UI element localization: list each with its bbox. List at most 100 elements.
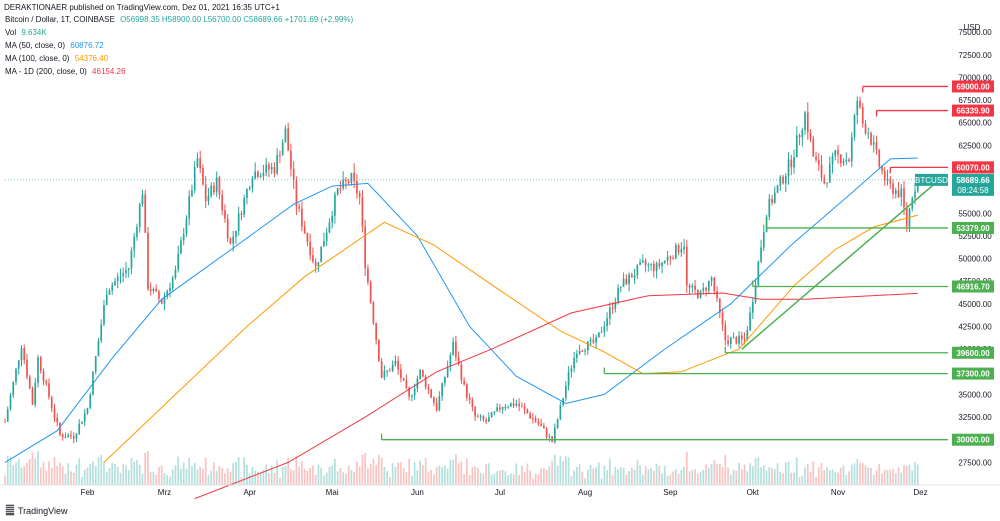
candle-body <box>94 356 97 372</box>
candle-body <box>474 406 476 417</box>
volume-bar <box>78 458 81 485</box>
volume-bar <box>17 459 20 485</box>
candle-body <box>67 435 70 438</box>
volume-bar <box>501 469 504 485</box>
volume-bar <box>562 461 564 485</box>
legend-vol-value: 9.634K <box>21 28 47 37</box>
candle-body <box>240 213 243 215</box>
candle-body <box>397 360 399 370</box>
volume-bar <box>152 471 155 485</box>
candle-body <box>350 172 353 183</box>
candle-body <box>853 115 856 137</box>
candle-body <box>471 400 474 407</box>
candle-body <box>570 368 573 372</box>
volume-bar <box>482 473 485 485</box>
volume-bar <box>356 461 358 485</box>
candle-body <box>512 403 515 406</box>
candle-body <box>306 233 309 242</box>
candle-body <box>83 413 86 422</box>
volume-bar <box>391 463 394 485</box>
candle-body <box>757 261 760 286</box>
volume-bar <box>575 467 578 485</box>
volume-bar <box>81 476 83 485</box>
volume-bar <box>743 464 746 485</box>
candle-body <box>75 433 78 439</box>
volume-bar <box>510 473 512 485</box>
candle-body <box>600 331 603 333</box>
candle-body <box>834 150 837 157</box>
y-tick-label: 42500.00 <box>958 322 992 331</box>
candle-body <box>204 184 207 202</box>
volume-bar <box>323 475 325 485</box>
candle-body <box>691 285 694 288</box>
candle-body <box>529 413 531 418</box>
candle-body <box>444 376 446 384</box>
candle-body <box>680 249 683 253</box>
legend-ma50-label: MA (50, close, 0) <box>5 41 66 50</box>
candle-body <box>15 368 17 382</box>
candle-body <box>636 265 639 276</box>
volume-bar <box>419 460 421 485</box>
volume-bar <box>757 457 760 485</box>
volume-bar <box>521 466 523 485</box>
volume-bar <box>716 464 718 485</box>
volume-bar <box>908 464 911 485</box>
support-trendline[interactable] <box>741 176 943 350</box>
volume-bar <box>861 463 864 485</box>
volume-bar <box>793 472 795 485</box>
candle-body <box>468 397 471 401</box>
volume-bar <box>246 464 248 485</box>
volume-bar <box>622 467 625 485</box>
volume-bar <box>136 459 138 485</box>
volume-bar <box>740 469 743 485</box>
candle-body <box>716 290 718 299</box>
candle-body <box>787 159 790 176</box>
y-tick-label: 52500.00 <box>958 232 992 241</box>
candle-body <box>215 177 218 192</box>
candle-body <box>523 406 526 410</box>
volume-bar <box>424 457 427 485</box>
candle-body <box>424 376 427 387</box>
volume-bar <box>119 472 122 485</box>
tradingview-brand: 𝄛 TradingView <box>6 505 68 516</box>
volume-bar <box>50 467 53 485</box>
candle-body <box>655 263 658 272</box>
candle-body <box>608 307 611 319</box>
candle-body <box>441 383 443 397</box>
volume-bar <box>551 460 553 485</box>
level-price-label: 37300.00 <box>956 370 990 379</box>
volume-bar <box>111 462 114 485</box>
candle-body <box>177 253 180 270</box>
candle-body <box>554 427 556 442</box>
volume-bar <box>650 467 652 485</box>
volume-bar <box>372 458 375 485</box>
volume-bar <box>636 460 639 485</box>
trendline-group <box>741 176 943 350</box>
volume-bar <box>856 459 859 485</box>
candle-body <box>914 191 916 198</box>
volume-bar <box>658 465 661 485</box>
x-tick-label: Mrz <box>158 488 171 497</box>
volume-bar <box>397 462 399 485</box>
candle-body <box>174 269 177 278</box>
candle-body <box>625 278 628 285</box>
volume-bar <box>900 472 903 485</box>
candle-body <box>323 241 325 247</box>
candle-body <box>375 323 378 341</box>
volume-bar <box>611 475 614 485</box>
candle-body <box>705 287 707 291</box>
volume-bar <box>457 463 460 485</box>
volume-bar <box>905 465 908 485</box>
volume-bar <box>817 467 820 485</box>
y-tick-label: 62500.00 <box>958 141 992 150</box>
volume-bar <box>210 470 213 485</box>
volume-bar <box>369 464 372 485</box>
volume-bar <box>28 458 31 485</box>
candle-body <box>193 166 196 191</box>
level-price-tag <box>952 346 994 359</box>
volume-bar <box>584 478 586 485</box>
level-price-tag <box>952 221 994 234</box>
volume-bar <box>199 466 202 485</box>
